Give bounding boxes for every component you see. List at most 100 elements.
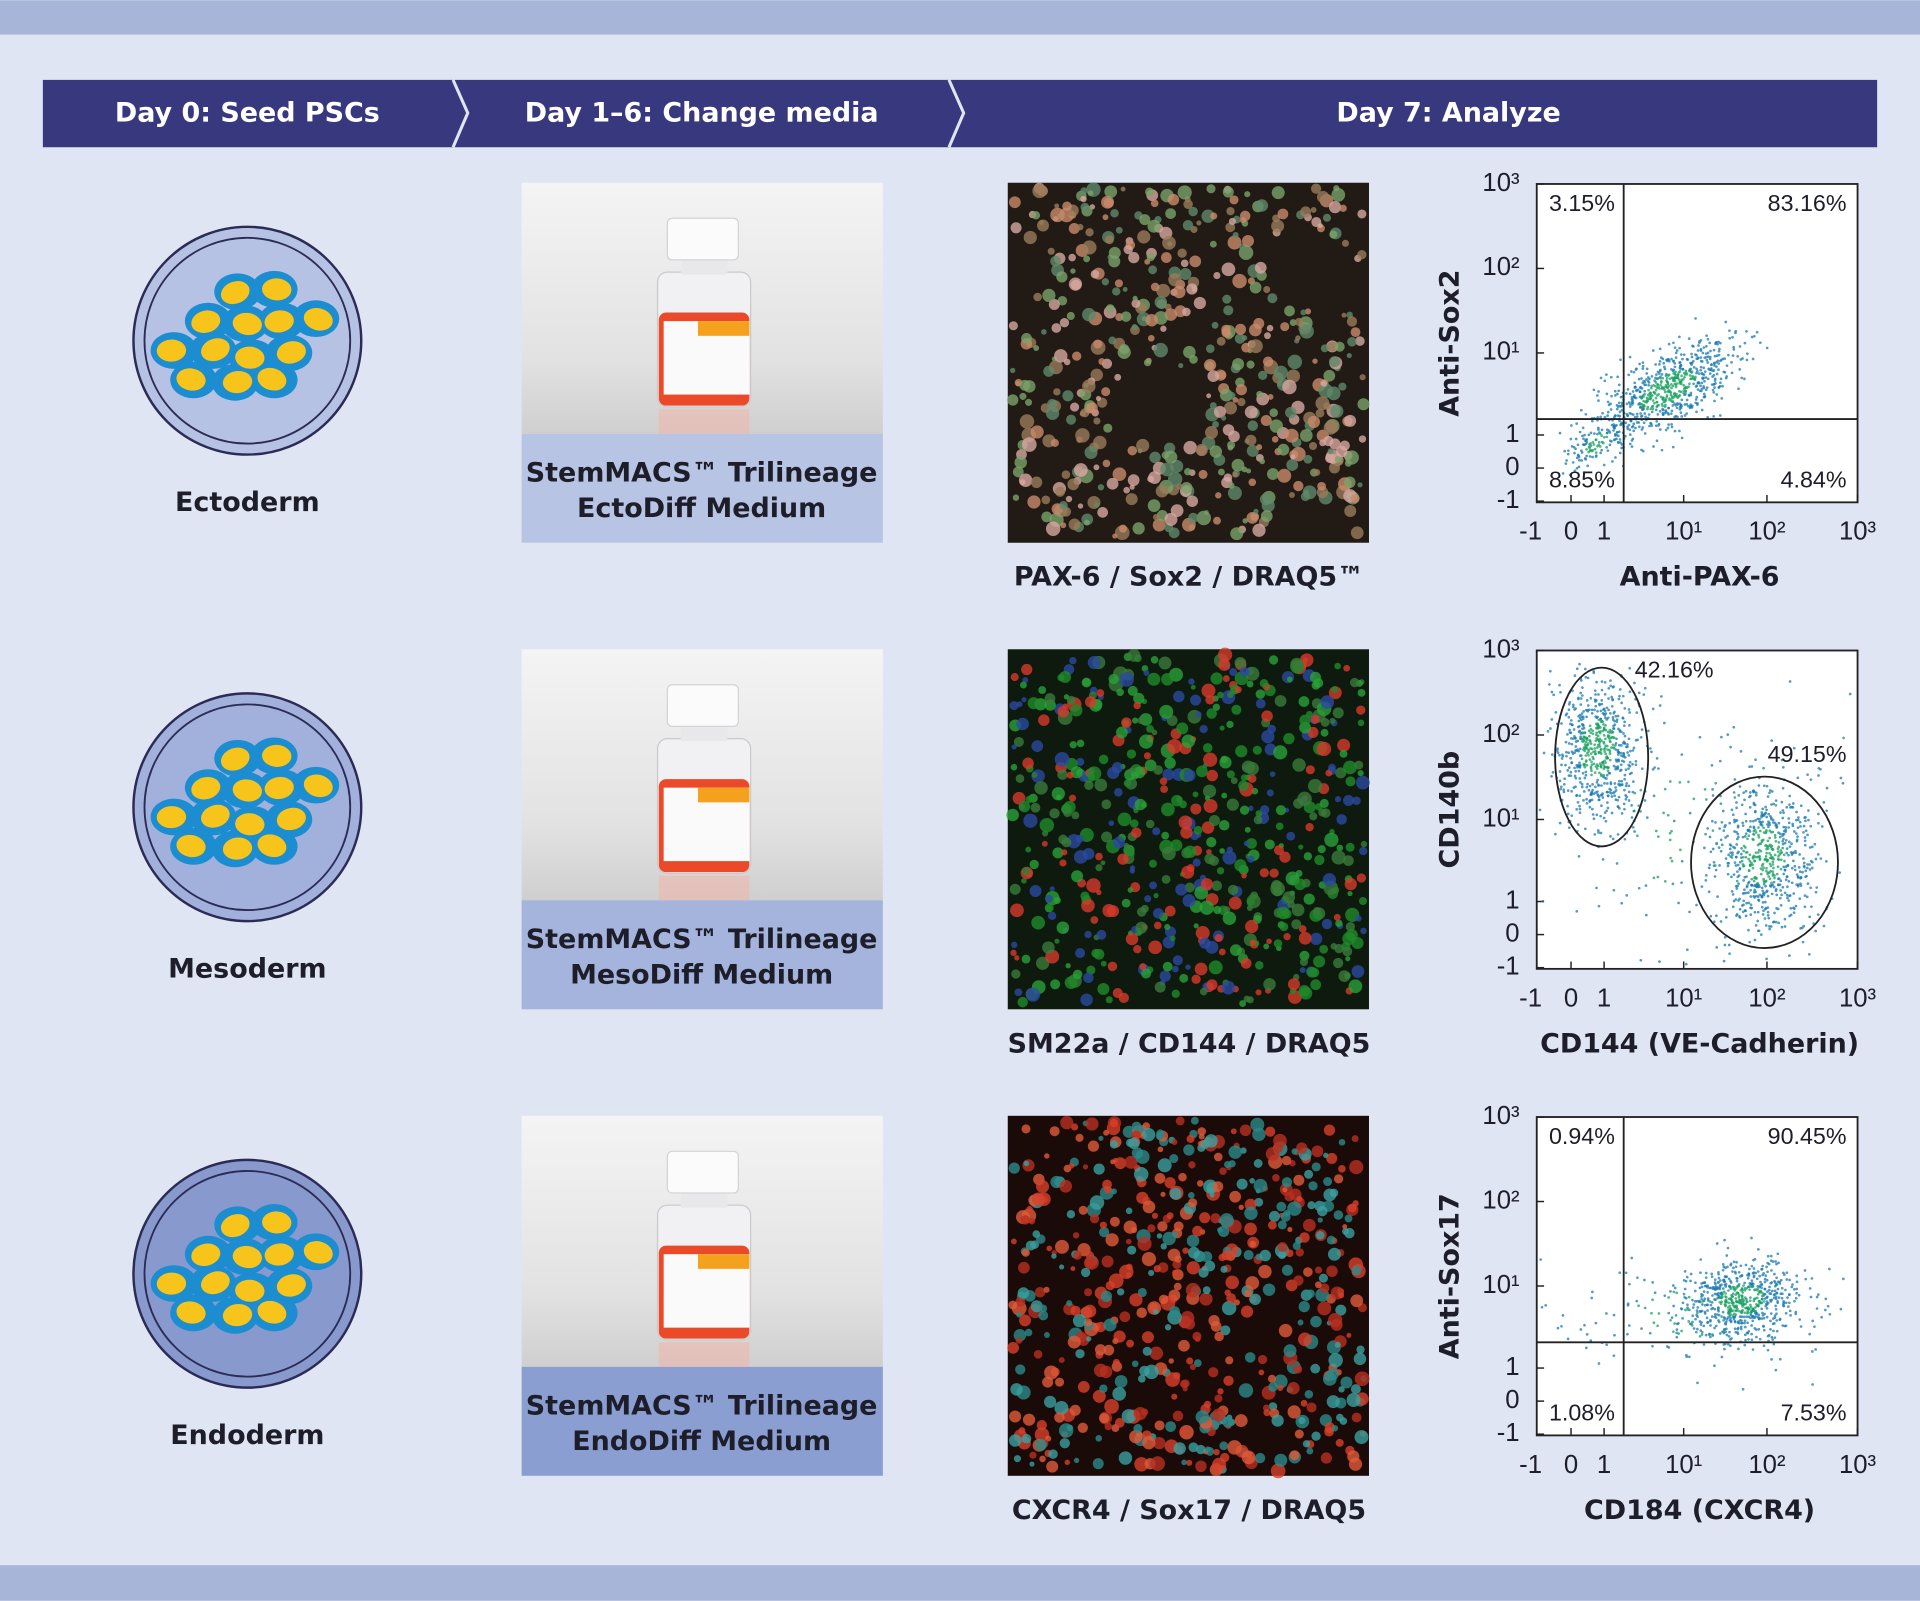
event	[1562, 790, 1566, 794]
micrograph-cell	[1147, 219, 1161, 233]
event	[1775, 872, 1779, 876]
micrograph-cell	[1308, 441, 1318, 451]
event	[1794, 1296, 1798, 1300]
event	[1582, 437, 1585, 441]
micrograph-cell	[1241, 760, 1255, 774]
micrograph-cell	[1235, 384, 1248, 396]
event	[1713, 364, 1716, 367]
micrograph-cell	[1270, 1463, 1286, 1479]
micrograph-cell	[1334, 943, 1344, 954]
event	[1764, 924, 1768, 927]
event	[1586, 704, 1590, 707]
event	[1758, 1274, 1762, 1278]
event	[1736, 851, 1740, 855]
event	[1596, 829, 1600, 832]
cell	[220, 1214, 250, 1238]
micrograph-cell	[1341, 239, 1350, 247]
event	[1579, 1328, 1583, 1331]
event	[1778, 1318, 1782, 1322]
event	[1604, 761, 1607, 765]
event	[1585, 715, 1588, 719]
micrograph-cell	[1076, 757, 1085, 766]
micrograph-cell	[1323, 1177, 1333, 1187]
micrograph-cell	[1152, 513, 1160, 521]
micrograph-cell	[1173, 690, 1185, 703]
micrograph-cell	[1305, 765, 1315, 775]
event	[1804, 819, 1807, 823]
micrograph-cell	[1072, 1250, 1082, 1260]
micrograph-cell	[1321, 918, 1333, 930]
micrograph-cell	[1012, 494, 1020, 501]
micrograph-cell	[1266, 324, 1274, 332]
event	[1574, 437, 1578, 441]
micrograph-cell	[1161, 831, 1170, 840]
event	[1616, 405, 1620, 409]
micrograph-cell	[1008, 1162, 1020, 1174]
event	[1565, 750, 1568, 754]
micrograph-cell	[1076, 739, 1085, 748]
event	[1730, 1293, 1733, 1297]
micrograph-cell	[1044, 1153, 1050, 1159]
event	[1771, 872, 1775, 876]
event	[1608, 431, 1612, 434]
event	[1709, 349, 1712, 353]
micrograph-cell	[1109, 1216, 1120, 1227]
event	[1611, 837, 1615, 841]
micrograph-cell	[1271, 1414, 1284, 1427]
event	[1703, 379, 1706, 383]
micrograph-cell	[1031, 740, 1044, 753]
micrograph-cell	[1342, 1227, 1349, 1235]
event	[1597, 738, 1600, 742]
event	[1732, 725, 1736, 729]
event	[1775, 1292, 1779, 1295]
micrograph-cell	[1229, 1190, 1242, 1203]
event	[1754, 793, 1758, 797]
cell	[232, 312, 262, 336]
event	[1627, 373, 1631, 377]
micrograph-cell	[1357, 249, 1367, 260]
micrograph-cell	[1042, 1376, 1054, 1388]
y-tick-label: 10²	[1482, 1186, 1520, 1214]
micrograph-cell	[1068, 794, 1077, 802]
event	[1652, 445, 1655, 448]
event	[1733, 796, 1737, 799]
micrograph-cell	[1122, 286, 1128, 292]
event	[1601, 858, 1605, 861]
event	[1615, 737, 1618, 741]
event	[1540, 1305, 1544, 1309]
micrograph-cell	[1061, 837, 1072, 848]
micrograph-cell	[1123, 779, 1132, 787]
event	[1756, 851, 1760, 854]
event	[1579, 732, 1583, 735]
micrograph-cell	[1049, 808, 1060, 819]
micrograph-cell	[1246, 360, 1255, 369]
event	[1577, 719, 1581, 723]
event	[1658, 369, 1662, 373]
event	[1680, 398, 1684, 402]
event	[1804, 1277, 1808, 1281]
event	[1775, 1262, 1778, 1266]
event	[1745, 891, 1748, 895]
micrograph-cell	[1066, 1210, 1076, 1219]
micrograph-cell	[1169, 1306, 1180, 1317]
micrograph-cell	[1298, 1332, 1312, 1347]
event	[1689, 1272, 1693, 1276]
event	[1633, 396, 1637, 399]
event	[1688, 910, 1691, 914]
event	[1795, 838, 1799, 842]
micrograph-cell	[1320, 380, 1328, 387]
event	[1575, 456, 1579, 460]
event	[1643, 412, 1647, 415]
event	[1595, 886, 1598, 890]
event	[1614, 758, 1618, 762]
event	[1817, 821, 1820, 825]
micrograph-cell	[1356, 705, 1366, 715]
event	[1606, 414, 1609, 417]
event	[1760, 824, 1764, 827]
micrograph-cell	[1244, 1206, 1258, 1221]
event	[1699, 384, 1702, 388]
micrograph-cell	[1351, 1412, 1362, 1423]
micrograph-cell	[1168, 273, 1182, 287]
event	[1748, 1299, 1752, 1303]
micrograph-cell	[1219, 725, 1225, 731]
